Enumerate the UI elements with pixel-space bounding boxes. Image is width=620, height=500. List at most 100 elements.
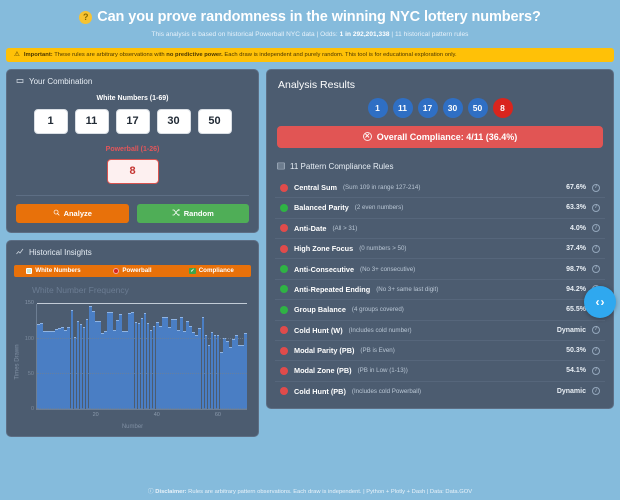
- rule-status-dot: [280, 387, 288, 396]
- result-white-ball: 50: [467, 97, 488, 118]
- rule-row: Group Balance(4 groups covered)65.5%i: [275, 300, 605, 321]
- white-numbers-inputs: 1 11 17 30 50: [7, 108, 258, 134]
- tab-white-numbers[interactable]: White Numbers: [14, 267, 93, 274]
- white-numbers-label: White Numbers (1-69): [96, 94, 169, 102]
- chart-bar: [210, 331, 214, 409]
- rule-percentage: 4.0%: [570, 224, 586, 232]
- rule-description: (No 3+ consecutive): [360, 265, 416, 273]
- page-title: ? Can you prove randomness in the winnin…: [0, 9, 620, 26]
- chart-bar: [192, 331, 196, 409]
- white-number-input[interactable]: 50: [197, 108, 232, 134]
- rule-name: Anti-Repeated Ending: [294, 284, 371, 294]
- pattern-rules-section: 11 Pattern Compliance Rules Central Sum (…: [267, 155, 613, 408]
- white-number-input[interactable]: 1: [33, 108, 68, 134]
- page-header: ? Can you prove randomness in the winnin…: [0, 0, 620, 42]
- chart-bar: [61, 327, 65, 409]
- white-number-input[interactable]: 17: [115, 108, 150, 134]
- pattern-rules-header: 11 Pattern Compliance Rules: [267, 155, 613, 178]
- chart-bar: [52, 330, 55, 409]
- chart-bar: [143, 313, 147, 409]
- chart-bar: [228, 347, 232, 409]
- chart-x-ticks: 20 40 60: [36, 412, 247, 420]
- chart-bar: [225, 341, 229, 409]
- chart-bar: [155, 322, 159, 409]
- chart-bar: [134, 322, 138, 409]
- rule-row: Anti-Repeated Ending (No 3+ same last dig…: [275, 280, 605, 301]
- question-mark-icon: ?: [79, 11, 93, 25]
- info-icon[interactable]: i: [592, 366, 600, 375]
- chart-bar: [216, 335, 220, 409]
- info-icon[interactable]: i: [592, 183, 600, 192]
- warning-text-post: Each draw is independent and purely rand…: [222, 52, 457, 59]
- list-icon: [277, 162, 285, 172]
- tab-compliance[interactable]: ✓ Compliance: [172, 267, 251, 274]
- info-icon[interactable]: i: [592, 224, 600, 233]
- chart-bar: [238, 344, 241, 409]
- random-button[interactable]: Random: [136, 203, 249, 223]
- powerball-input[interactable]: 8: [106, 158, 159, 184]
- chart-bar: [110, 311, 113, 409]
- chevron-left-icon[interactable]: ‹: [595, 295, 600, 309]
- chart-bar: [235, 335, 238, 409]
- rule-status-dot: [280, 285, 288, 294]
- rule-name: Anti-Date: [294, 223, 327, 233]
- info-icon[interactable]: i: [592, 244, 600, 253]
- main-body: Your Combination White Numbers (1-69) 1 …: [0, 62, 620, 437]
- chart-bar: [168, 327, 171, 409]
- rule-status-dot: [280, 305, 288, 314]
- rule-description: (0 numbers > 50): [359, 245, 407, 253]
- panel-divider: [16, 194, 249, 196]
- analyze-button-label: Analyze: [63, 208, 92, 218]
- pattern-rules-header-text: 11 Pattern Compliance Rules: [290, 162, 394, 172]
- chart-title: White Number Frequency: [32, 284, 129, 295]
- chart-bar: [189, 325, 193, 409]
- chart-plot: 0 50 100 150: [25, 300, 247, 412]
- result-white-ball: 30: [442, 97, 463, 118]
- chart-y-tick: 150: [24, 299, 34, 306]
- info-icon[interactable]: i: [592, 265, 600, 274]
- info-icon[interactable]: i: [592, 346, 600, 355]
- chart-bar: [201, 316, 205, 409]
- chart-y-tick: 0: [30, 405, 34, 412]
- subtitle-odds: 1 in 292,201,338: [339, 31, 390, 39]
- chart-bar: [64, 329, 68, 409]
- chart-bar: [91, 310, 95, 409]
- rule-description: (PB is Even): [360, 347, 395, 355]
- rule-percentage: 63.3%: [566, 204, 586, 212]
- info-icon[interactable]: i: [592, 326, 600, 335]
- chart-bar: [88, 306, 92, 409]
- tab-powerball[interactable]: Powerball: [93, 267, 172, 274]
- info-icon[interactable]: i: [592, 203, 600, 212]
- rule-name: Anti-Consecutive: [294, 264, 355, 274]
- chart-bar: [100, 333, 104, 409]
- circle-x-icon: ✕: [362, 132, 372, 142]
- footer-text: Rules are arbitrary pattern observations…: [186, 489, 473, 495]
- info-icon[interactable]: i: [592, 387, 600, 396]
- chart-bar: [171, 319, 174, 409]
- historical-panel-title-text: Historical Insights: [29, 247, 92, 257]
- warning-text: Important: These rules are arbitrary obs…: [24, 52, 457, 58]
- rule-description: (No 3+ same last digit): [376, 285, 439, 293]
- rule-status-dot: [280, 326, 288, 335]
- rule-name: Central Sum: [294, 183, 337, 193]
- rule-status-dot: [280, 265, 288, 274]
- chart-bar: [116, 320, 119, 409]
- rule-description: (PB in Low (1-13)): [357, 367, 408, 375]
- combination-panel-title: Your Combination: [7, 70, 258, 91]
- white-number-input[interactable]: 30: [156, 108, 191, 134]
- pattern-rules-list: Central Sum (Sum 109 in range 127-214) 67.…: [267, 178, 613, 408]
- rule-percentage: 67.6%: [566, 184, 586, 192]
- carousel-nav-button[interactable]: ‹ ›: [584, 286, 616, 318]
- chart-bar: [79, 324, 83, 409]
- check-square-icon: ✓: [189, 267, 196, 275]
- chevron-right-icon[interactable]: ›: [600, 295, 605, 309]
- white-number-input[interactable]: 11: [74, 108, 109, 134]
- tab-powerball-label: Powerball: [122, 267, 152, 275]
- rule-status-dot: [280, 203, 288, 212]
- chart-gridline: 100: [25, 336, 247, 342]
- overall-compliance-badge: ✕ Overall Compliance: 4/11 (36.4%): [277, 125, 603, 148]
- rule-row: Central Sum (Sum 109 in range 127-214) 67.…: [275, 178, 605, 199]
- analyze-button[interactable]: Analyze: [16, 203, 129, 223]
- rule-description: (Includes cold number): [348, 326, 412, 334]
